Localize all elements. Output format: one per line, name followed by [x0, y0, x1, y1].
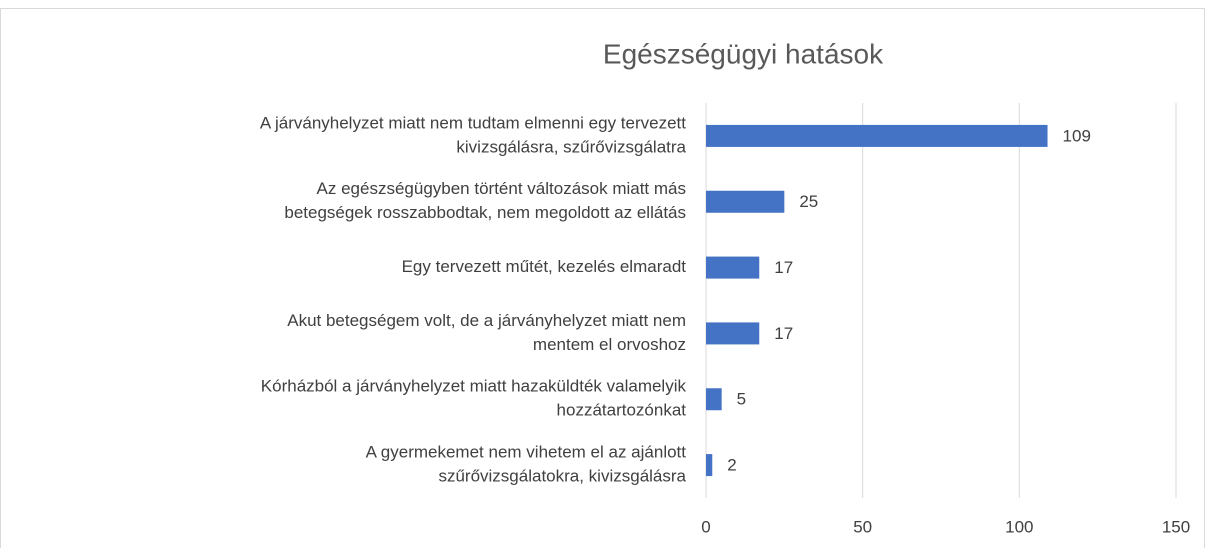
y-tick-label: Egy tervezett műtét, kezelés elmaradt: [402, 257, 687, 276]
x-tick-label: 0: [701, 517, 710, 536]
bar: [706, 454, 713, 477]
x-tick-label: 50: [853, 517, 872, 536]
y-tick-label: A gyermekemet nem vihetem el az ajánlott: [366, 443, 687, 462]
y-tick-label: A járványhelyzet miatt nem tudtam elmenn…: [260, 113, 686, 132]
x-tick-label: 100: [1005, 517, 1033, 536]
y-tick-label: Kórházból a járványhelyzet miatt hazakül…: [261, 377, 687, 396]
data-label: 25: [799, 192, 818, 211]
y-tick-label: Az egészségügyben történt változások mia…: [317, 179, 686, 198]
y-tick-label: hozzátartozónkat: [557, 401, 687, 420]
y-tick-label: betegségek rosszabbodtak, nem megoldott …: [284, 203, 686, 222]
data-label: 17: [774, 258, 793, 277]
bar: [706, 322, 760, 345]
data-label: 2: [727, 456, 736, 475]
data-label: 5: [737, 390, 746, 409]
bar: [706, 256, 760, 279]
data-label: 17: [774, 324, 793, 343]
data-label: 109: [1063, 126, 1091, 145]
bar: [706, 190, 785, 213]
y-tick-label: mentem el orvoshoz: [533, 335, 686, 354]
x-tick-label: 150: [1162, 517, 1190, 536]
chart-frame: [0, 8, 1205, 548]
y-tick-label: Akut betegségem volt, de a járványhelyze…: [287, 311, 686, 330]
chart-title: Egészségügyi hatások: [603, 38, 884, 69]
y-tick-label: kivizsgálásra, szűrővizsgálatra: [456, 137, 686, 156]
bar: [706, 124, 1048, 147]
bar: [706, 388, 722, 411]
y-tick-label: szűrővizsgálatokra, kivizsgálásra: [438, 467, 686, 486]
